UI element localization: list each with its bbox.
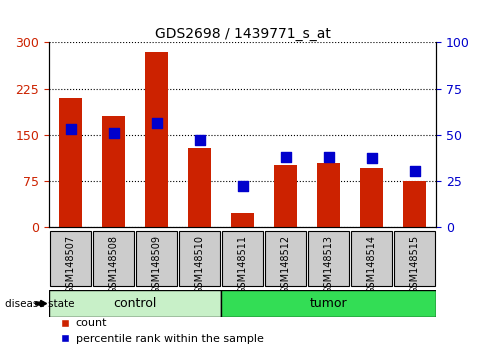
Bar (188, 148, 211, 227)
Point (196, 137, 203, 143)
Bar (59, 98, 82, 227)
Text: disease state: disease state (5, 298, 74, 309)
Bar (222, 231, 263, 286)
Point (67, 126, 74, 132)
Bar (179, 231, 220, 286)
Bar (351, 231, 392, 286)
Text: control: control (113, 297, 157, 310)
Bar (50, 231, 91, 286)
Text: GSM148514: GSM148514 (367, 235, 377, 293)
Text: GSM148512: GSM148512 (281, 235, 291, 294)
Text: GSM148513: GSM148513 (323, 235, 334, 293)
Point (282, 154, 290, 159)
Text: GSM148515: GSM148515 (410, 235, 419, 294)
Text: GSM148510: GSM148510 (195, 235, 204, 293)
Point (368, 156, 375, 161)
Point (325, 154, 333, 159)
Text: tumor: tumor (310, 297, 347, 310)
Bar (93, 231, 134, 286)
Bar (360, 168, 383, 227)
Bar (317, 163, 341, 227)
Bar (394, 231, 435, 286)
Bar (136, 231, 177, 286)
Text: GSM148509: GSM148509 (151, 235, 162, 293)
Bar (49, 290, 221, 317)
Bar (231, 213, 254, 227)
Bar (265, 231, 306, 286)
Title: GDS2698 / 1439771_s_at: GDS2698 / 1439771_s_at (155, 28, 330, 41)
Bar (145, 52, 169, 227)
Point (411, 169, 418, 174)
Text: GSM148511: GSM148511 (238, 235, 247, 293)
Bar (102, 116, 125, 227)
Text: GSM148508: GSM148508 (108, 235, 119, 293)
Point (110, 130, 118, 136)
Legend: count, percentile rank within the sample: count, percentile rank within the sample (54, 314, 268, 348)
Bar (308, 231, 349, 286)
Bar (403, 181, 426, 227)
Bar (221, 290, 436, 317)
Text: GSM148507: GSM148507 (66, 235, 75, 294)
Point (239, 183, 246, 189)
Bar (274, 165, 297, 227)
Point (152, 121, 160, 126)
